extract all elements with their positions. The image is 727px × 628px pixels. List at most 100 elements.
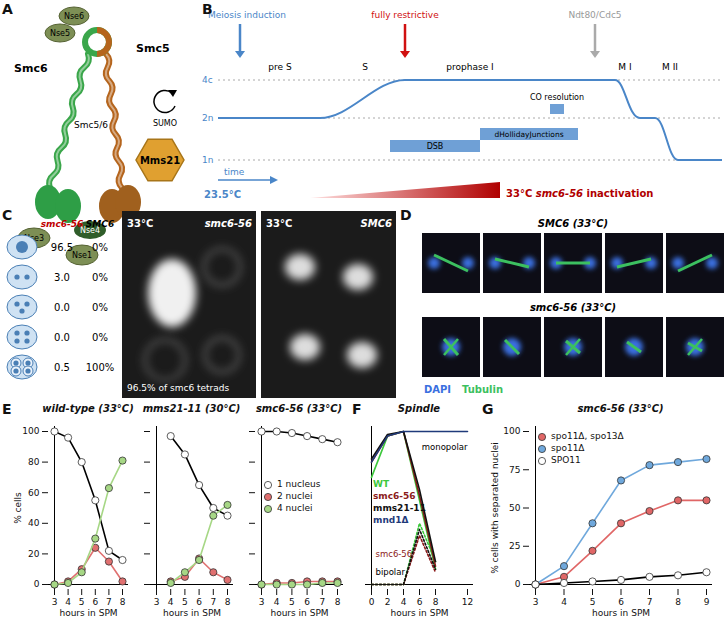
- svg-text:DAPI: DAPI: [424, 384, 451, 395]
- svg-text:0.5: 0.5: [54, 362, 70, 373]
- svg-text:dHollidayJunctions: dHollidayJunctions: [494, 130, 563, 139]
- svg-text:6: 6: [618, 597, 624, 607]
- svg-text:time: time: [224, 167, 245, 177]
- svg-text:5: 5: [182, 597, 188, 607]
- svg-text:0.0: 0.0: [54, 332, 70, 343]
- svg-text:4: 4: [65, 597, 71, 607]
- html-text:D: D: [400, 207, 412, 223]
- svg-text:100: 100: [503, 426, 520, 436]
- svg-text:4: 4: [401, 597, 407, 607]
- svg-text:7: 7: [210, 597, 216, 607]
- svg-text:20: 20: [28, 549, 40, 559]
- svg-text:40: 40: [28, 518, 40, 528]
- svg-text:9: 9: [704, 597, 710, 607]
- svg-text:hours in SPM: hours in SPM: [390, 608, 448, 618]
- svg-text:Smc5/6: Smc5/6: [74, 120, 108, 130]
- svg-text:% cells with separated nuclei: % cells with separated nuclei: [490, 442, 500, 574]
- svg-text:3: 3: [259, 597, 265, 607]
- svg-text:Mms21: Mms21: [140, 155, 180, 166]
- svg-text:100%: 100%: [86, 362, 115, 373]
- svg-text:6: 6: [92, 597, 98, 607]
- svg-text:3: 3: [533, 597, 539, 607]
- svg-text:prophase I: prophase I: [446, 62, 493, 72]
- svg-text:7: 7: [647, 597, 653, 607]
- svg-text:0: 0: [369, 597, 375, 607]
- html-text:G: G: [482, 401, 494, 417]
- svg-text:0%: 0%: [92, 242, 108, 253]
- svg-text:8: 8: [120, 597, 126, 607]
- svg-text:33°C: 33°C: [266, 218, 292, 229]
- svg-text:SUMO: SUMO: [153, 119, 177, 128]
- svg-text:smc6-56: smc6-56: [205, 218, 252, 229]
- svg-text:5: 5: [289, 597, 295, 607]
- svg-text:pre S: pre S: [268, 62, 292, 72]
- svg-text:75: 75: [509, 465, 520, 475]
- svg-text:3: 3: [154, 597, 160, 607]
- svg-text:0%: 0%: [92, 302, 108, 313]
- svg-text:80: 80: [28, 457, 40, 467]
- svg-text:0%: 0%: [92, 332, 108, 343]
- svg-text:0: 0: [34, 579, 40, 589]
- svg-text:8: 8: [225, 597, 231, 607]
- svg-text:smc6-56: smc6-56: [376, 549, 413, 559]
- svg-text:% cells: % cells: [13, 492, 23, 524]
- svg-text:0.0: 0.0: [54, 302, 70, 313]
- svg-text:hours in SPM: hours in SPM: [59, 608, 117, 618]
- svg-text:hours in SPM: hours in SPM: [592, 608, 650, 618]
- svg-text:SMC6 (33°C): SMC6 (33°C): [538, 218, 608, 229]
- svg-text:Ndt80/Cdc5: Ndt80/Cdc5: [568, 10, 621, 20]
- svg-text:M II: M II: [662, 62, 678, 72]
- svg-text:Meiosis induction: Meiosis induction: [208, 10, 286, 20]
- svg-text:bipolar: bipolar: [376, 567, 406, 577]
- svg-text:CO resolution: CO resolution: [530, 93, 584, 102]
- svg-text:hours in SPM: hours in SPM: [270, 608, 328, 618]
- svg-text:96.5% of smc6 tetrads: 96.5% of smc6 tetrads: [127, 383, 230, 393]
- svg-text:Nse1: Nse1: [72, 251, 92, 260]
- svg-text:Nse5: Nse5: [50, 29, 70, 38]
- svg-text:8: 8: [433, 597, 439, 607]
- svg-text:12: 12: [462, 597, 473, 607]
- svg-text:monopolar: monopolar: [422, 442, 468, 452]
- svg-text:smc6-56: smc6-56: [41, 219, 84, 229]
- svg-text:33°C: 33°C: [127, 218, 153, 229]
- svg-text:Smc5: Smc5: [136, 42, 170, 55]
- svg-text:6: 6: [196, 597, 202, 607]
- svg-text:3: 3: [52, 597, 58, 607]
- svg-text:3.0: 3.0: [54, 272, 70, 283]
- svg-text:SMC6: SMC6: [361, 218, 392, 229]
- svg-text:6: 6: [304, 597, 310, 607]
- svg-text:2n: 2n: [202, 113, 213, 123]
- svg-text:0%: 0%: [92, 272, 108, 283]
- svg-text:Nse6: Nse6: [64, 12, 84, 21]
- svg-text:2: 2: [385, 597, 391, 607]
- svg-text:fully restrictive: fully restrictive: [371, 10, 439, 20]
- svg-text:4c: 4c: [202, 75, 213, 85]
- svg-text:S: S: [362, 62, 368, 72]
- svg-text:6: 6: [417, 597, 423, 607]
- svg-text:7: 7: [106, 597, 112, 607]
- svg-text:33°C smc6-56 inactivation: 33°C smc6-56 inactivation: [506, 188, 653, 199]
- svg-text:4: 4: [561, 597, 567, 607]
- svg-text:Smc6: Smc6: [14, 62, 48, 75]
- svg-text:96.5: 96.5: [51, 242, 73, 253]
- svg-text:DSB: DSB: [427, 142, 444, 151]
- svg-text:25: 25: [509, 541, 520, 551]
- svg-text:Tubulin: Tubulin: [462, 384, 503, 395]
- svg-text:5: 5: [590, 597, 596, 607]
- svg-text:8: 8: [335, 597, 341, 607]
- svg-text:60: 60: [28, 488, 40, 498]
- svg-text:8: 8: [675, 597, 681, 607]
- svg-text:4: 4: [168, 597, 174, 607]
- svg-text:7: 7: [319, 597, 325, 607]
- svg-text:4: 4: [274, 597, 280, 607]
- svg-text:23.5°C: 23.5°C: [204, 189, 241, 200]
- svg-text:0: 0: [515, 579, 521, 589]
- svg-text:hours in SPM: hours in SPM: [163, 608, 221, 618]
- svg-text:M I: M I: [618, 62, 631, 72]
- svg-text:1n: 1n: [202, 155, 213, 165]
- svg-text:SMC6: SMC6: [86, 219, 114, 229]
- svg-text:5: 5: [79, 597, 85, 607]
- svg-text:100: 100: [22, 426, 39, 436]
- svg-text:50: 50: [509, 503, 521, 513]
- svg-text:smc6-56 (33°C): smc6-56 (33°C): [530, 302, 616, 313]
